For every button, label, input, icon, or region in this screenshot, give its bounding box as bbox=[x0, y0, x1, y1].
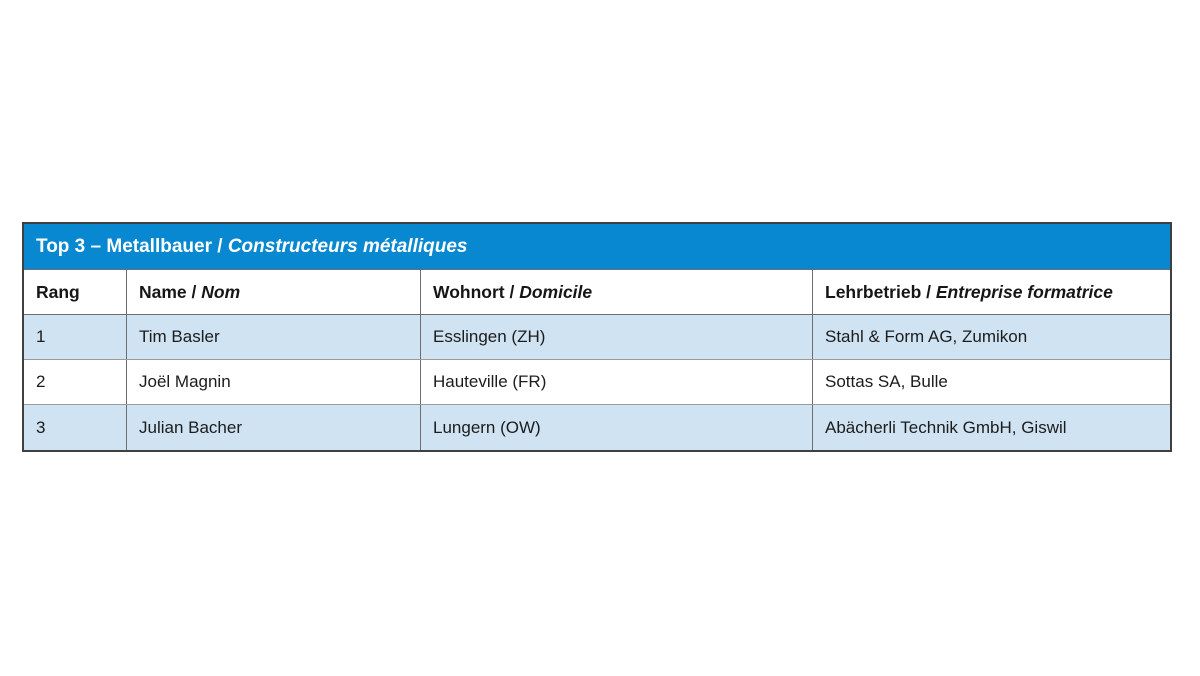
cell-company: Abächerli Technik GmbH, Giswil bbox=[812, 405, 1170, 450]
cell-rank: 3 bbox=[36, 417, 46, 437]
table-title-fr: Constructeurs métalliques bbox=[227, 235, 468, 257]
cell-rank: 1 bbox=[36, 327, 46, 346]
cell-company: Sottas SA, Bulle bbox=[812, 360, 1170, 404]
column-header-lehrbetrieb-sep: / bbox=[921, 281, 936, 302]
column-header-rang: Rang bbox=[24, 270, 126, 314]
column-header-name-fr: Nom bbox=[201, 281, 241, 302]
column-header-wohnort-sep: / bbox=[504, 281, 520, 302]
column-header-wohnort-fr: Domicile bbox=[519, 281, 593, 302]
table-title-bar: Top 3 – Metallbauer / Constructeurs méta… bbox=[24, 224, 1170, 270]
column-header-wohnort: Wohnort / Domicile bbox=[420, 270, 812, 314]
column-header-lehrbetrieb-de: Lehrbetrieb bbox=[825, 281, 922, 302]
column-header-name: Name / Nom bbox=[126, 270, 420, 314]
table-title-de: Top 3 – Metallbauer bbox=[36, 235, 212, 257]
cell-domicile: Esslingen (ZH) bbox=[420, 315, 812, 359]
cell-name: Julian Bacher bbox=[126, 405, 420, 450]
table-row-rank-1: 1 Tim Basler Esslingen (ZH) Stahl & Form… bbox=[24, 315, 1170, 360]
cell-domicile: Hauteville (FR) bbox=[420, 360, 812, 404]
table-header-row: Rang Name / Nom Wohnort / Domicile Lehrb… bbox=[24, 270, 1170, 315]
cell-rank: 2 bbox=[36, 372, 46, 391]
cell-domicile: Lungern (OW) bbox=[420, 405, 812, 450]
cell-name: Tim Basler bbox=[126, 315, 420, 359]
column-header-name-sep: / bbox=[186, 281, 202, 302]
table-row-rank-3: 3 Julian Bacher Lungern (OW) Abächerli T… bbox=[24, 405, 1170, 450]
cell-company: Stahl & Form AG, Zumikon bbox=[812, 315, 1170, 359]
column-header-lehrbetrieb-fr: Entreprise formatrice bbox=[935, 281, 1113, 302]
table-row-rank-2: 2 Joël Magnin Hauteville (FR) Sottas SA,… bbox=[24, 360, 1170, 405]
top3-ranking-table: Top 3 – Metallbauer / Constructeurs méta… bbox=[22, 222, 1172, 452]
column-header-rang-de: Rang bbox=[36, 281, 80, 302]
column-header-name-de: Name bbox=[139, 281, 187, 302]
column-header-lehrbetrieb: Lehrbetrieb / Entreprise formatrice bbox=[812, 270, 1170, 314]
cell-name: Joël Magnin bbox=[126, 360, 420, 404]
table-title-separator: / bbox=[211, 235, 228, 257]
column-header-wohnort-de: Wohnort bbox=[433, 281, 505, 302]
